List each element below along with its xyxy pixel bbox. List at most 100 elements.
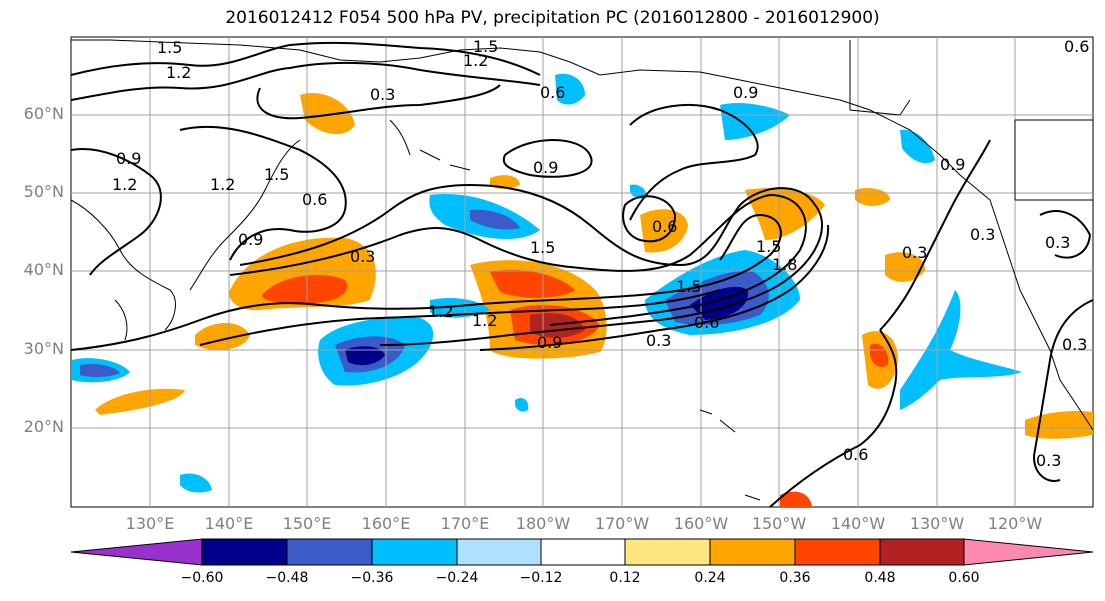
colorbar-tick-label: 0.48 [864,570,896,586]
colorbar-swatch [456,538,542,566]
lon-label: 120°W [987,514,1043,533]
lon-label: 150°E [282,514,332,533]
contour-line [622,195,677,243]
lon-label: 170°E [440,514,490,533]
lon-label: 150°W [751,514,807,533]
contour-label: 0.9 [940,155,965,174]
lat-label: 60°N [23,104,64,123]
contour-line [70,148,162,276]
lon-label: 130°W [909,514,965,533]
contour-label: 0.3 [1045,233,1070,252]
contour-line [769,329,898,508]
lat-label: 50°N [23,182,64,201]
colorbar-tick-label: −0.24 [435,570,479,586]
contour-label: 0.3 [970,225,995,244]
contour-label: 1.2 [472,311,497,330]
contour-label: 1.5 [756,237,781,256]
contour-label: 0.6 [843,445,868,464]
precip-blob [262,275,348,304]
colorbar-swatch [879,538,965,566]
colorbar-extend-high [963,538,1094,566]
colorbar-tick-label: −0.60 [180,570,224,586]
precip-blob [180,473,212,493]
lat-label: 20°N [23,417,64,436]
contour-line [629,104,759,221]
contour-line [229,193,807,326]
contour-label: 0.9 [533,158,558,177]
lon-label: 160°W [673,514,729,533]
contour-line [879,139,991,331]
colorbar-tick-label: 0.60 [948,570,980,586]
lat-label: 40°N [23,260,64,279]
contour-line [239,183,824,346]
contour-label: 1.5 [676,277,701,296]
lon-label: 160°E [361,514,411,533]
contour-label: 1.5 [157,38,182,57]
precip-blob [630,184,647,199]
lon-label: 180°W [515,514,571,533]
contour-label: 0.6 [694,313,719,332]
precip-blob [300,93,355,135]
lat-label: 30°N [23,339,64,358]
precip-blob [900,129,935,164]
lon-label: 140°E [204,514,254,533]
contour-label: 1.5 [264,165,289,184]
contour-line [179,125,347,261]
precip-blob [490,269,575,298]
contour-label: 1.2 [210,175,235,194]
contour-label: 0.3 [1062,335,1087,354]
contour-label: 0.3 [370,85,395,104]
contour-label: 1.5 [530,238,555,257]
contour-label: 1.2 [463,51,488,70]
precip-blob [95,388,185,415]
colorbar-tick-label: 0.24 [694,570,726,586]
contour-label: 0.3 [1036,451,1061,470]
contour-label: 0.6 [1064,37,1089,56]
colorbar-swatch [540,538,626,566]
contour-label: 0.6 [302,190,327,209]
contour-label: 1.2 [112,175,137,194]
colorbar-tick-label: 0.36 [779,570,811,586]
colorbar-tick-label: −0.48 [265,570,309,586]
colorbar-tick-label: 0.12 [609,570,641,586]
contour-label: 0.9 [733,83,758,102]
contour-label: 0.9 [537,333,562,352]
contour-line [1033,299,1094,482]
contour-label: 1.2 [166,63,191,82]
colorbar-extend-low [70,538,203,566]
contour-label: 1.2 [428,302,453,321]
contour-label: 0.3 [350,247,375,266]
contour-line [70,41,541,76]
contour-line [70,213,782,351]
lon-label: 170°W [594,514,650,533]
colorbar-swatch [286,538,373,566]
contour-line [479,224,830,351]
contour-line [502,139,593,178]
coastlines [70,39,1094,501]
colorbar-swatch [709,538,796,566]
lon-label: 140°W [830,514,886,533]
colorbar-swatch [794,538,881,566]
contour-label: 0.3 [902,243,927,262]
contour-line [1039,210,1092,259]
pv-contours [70,41,1094,508]
contour-label: 0.6 [540,83,565,102]
contour-label: 0.9 [238,230,263,249]
precip-blob [515,398,529,412]
precip-blob [885,252,925,282]
contour-labels: 1.5 1.2 1.5 1.2 0.3 0.6 0.9 0.9 1.2 1.5 … [112,37,1089,470]
contour-line [199,289,721,346]
precip-blob [1025,410,1093,439]
precip-blob [900,290,1022,410]
colorbar-tick-label: −0.12 [519,570,563,586]
map-frame [70,36,1094,508]
contour-label: 1.8 [772,255,797,274]
precip-blob [345,346,385,366]
contour-label: 0.9 [116,149,141,168]
precip-blob [555,73,585,105]
colorbar-swatch [624,538,711,566]
precip-blob [745,188,825,240]
precip-blob [80,363,120,378]
colorbar-swatch [371,538,458,566]
